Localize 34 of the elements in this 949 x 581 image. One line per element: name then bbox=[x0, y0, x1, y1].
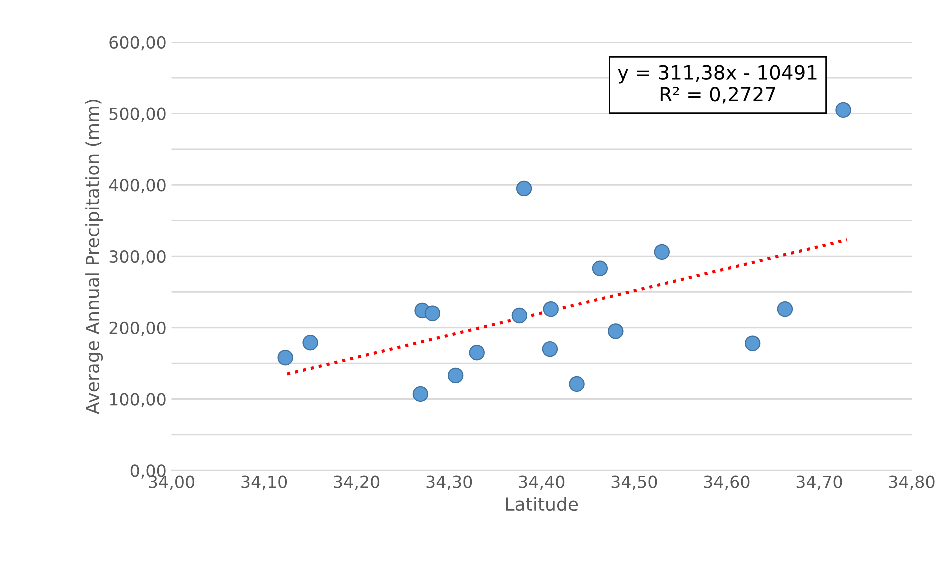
point bbox=[412, 386, 429, 402]
point bbox=[654, 244, 670, 260]
x-tick-label: 34,70 bbox=[796, 476, 842, 490]
point bbox=[836, 102, 852, 118]
annotation: y = 311,38x - 10491 R² = 0,2727 bbox=[618, 65, 817, 104]
point bbox=[278, 350, 294, 366]
point bbox=[592, 260, 608, 276]
x-tick-label: 34,50 bbox=[612, 476, 658, 490]
x-tick-label: 34,60 bbox=[704, 476, 750, 490]
x-tick-label: 34,10 bbox=[242, 476, 288, 490]
y-tick-label: 100,00 bbox=[110, 393, 166, 408]
y-tick-label: 600,00 bbox=[110, 36, 166, 51]
x-tick-label: 34,40 bbox=[519, 476, 565, 490]
point bbox=[745, 336, 761, 352]
x-axis-title: Latitude bbox=[506, 497, 578, 512]
point bbox=[424, 306, 441, 322]
x-tick-label: 34,30 bbox=[426, 476, 472, 490]
point bbox=[302, 335, 318, 351]
point bbox=[542, 341, 558, 358]
point bbox=[569, 376, 585, 392]
point bbox=[516, 180, 532, 197]
y-tick-label: 500,00 bbox=[110, 108, 166, 122]
point bbox=[777, 301, 794, 318]
point bbox=[608, 324, 624, 340]
point bbox=[512, 308, 528, 324]
y-tick-label: 200,00 bbox=[110, 322, 166, 336]
y-tick-label: 300,00 bbox=[110, 250, 166, 265]
y-axis-title: Average Annual Precipitation (mm) bbox=[86, 100, 104, 414]
y-tick-label: 400,00 bbox=[109, 179, 166, 194]
x-tick-label: 34,80 bbox=[889, 476, 935, 490]
point bbox=[543, 301, 559, 318]
point bbox=[469, 345, 485, 361]
x-tick-label: 34,20 bbox=[334, 476, 380, 490]
point bbox=[448, 368, 464, 384]
